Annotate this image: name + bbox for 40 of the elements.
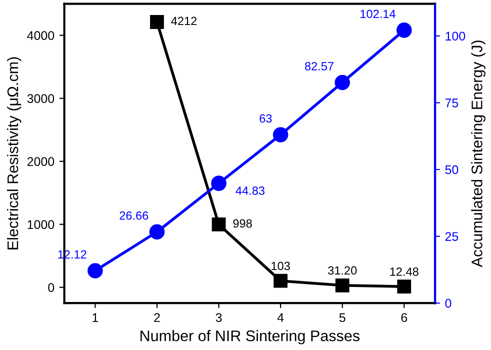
y2-tick-label: 50 bbox=[445, 165, 458, 174]
x-tick-label: 4 bbox=[277, 313, 284, 322]
y-tick-label: 4000 bbox=[27, 31, 54, 40]
x-tick-label: 3 bbox=[216, 313, 222, 322]
y-tick-label: 2000 bbox=[27, 157, 54, 166]
data-label: 82.57 bbox=[304, 62, 334, 70]
point bbox=[397, 280, 412, 294]
y2-tick-label: 0 bbox=[445, 298, 452, 308]
x-tick-label: 1 bbox=[92, 313, 98, 322]
data-label: 998 bbox=[233, 219, 252, 228]
point bbox=[212, 218, 226, 232]
y2-tick-label: 75 bbox=[445, 98, 458, 108]
data-label: 102.14 bbox=[360, 10, 396, 18]
x-axis-title: Number of NIR Sintering Passes bbox=[140, 330, 360, 344]
data-label: 26.66 bbox=[120, 211, 148, 220]
y-tick-label: 1000 bbox=[28, 220, 54, 229]
point bbox=[335, 278, 350, 292]
y2-tick-label: 25 bbox=[445, 232, 458, 241]
point bbox=[396, 22, 412, 38]
y2-axis-title: Accumulated Sintering Energy (J) bbox=[471, 40, 486, 268]
data-label: 103 bbox=[272, 262, 290, 270]
y-tick-label: 0 bbox=[48, 283, 54, 292]
x-tick-label: 2 bbox=[154, 313, 160, 322]
data-label: 31.20 bbox=[328, 266, 357, 275]
data-label: 12.48 bbox=[390, 267, 418, 276]
point bbox=[88, 263, 103, 278]
y2-tick-label: 100 bbox=[446, 32, 466, 41]
point bbox=[274, 274, 288, 288]
x-tick-label: 5 bbox=[339, 313, 346, 322]
data-label: 63 bbox=[260, 114, 272, 123]
data-label: 4212 bbox=[171, 16, 197, 26]
point bbox=[149, 224, 165, 240]
point bbox=[334, 74, 350, 90]
x-tick-label: 6 bbox=[401, 313, 408, 322]
point bbox=[272, 127, 288, 142]
y-axis-title: Electrical Resistivity (μΩ.cm) bbox=[6, 57, 22, 250]
point bbox=[211, 176, 226, 191]
point bbox=[150, 15, 164, 29]
data-label: 44.83 bbox=[236, 186, 264, 195]
y-tick-label: 3000 bbox=[27, 94, 54, 103]
